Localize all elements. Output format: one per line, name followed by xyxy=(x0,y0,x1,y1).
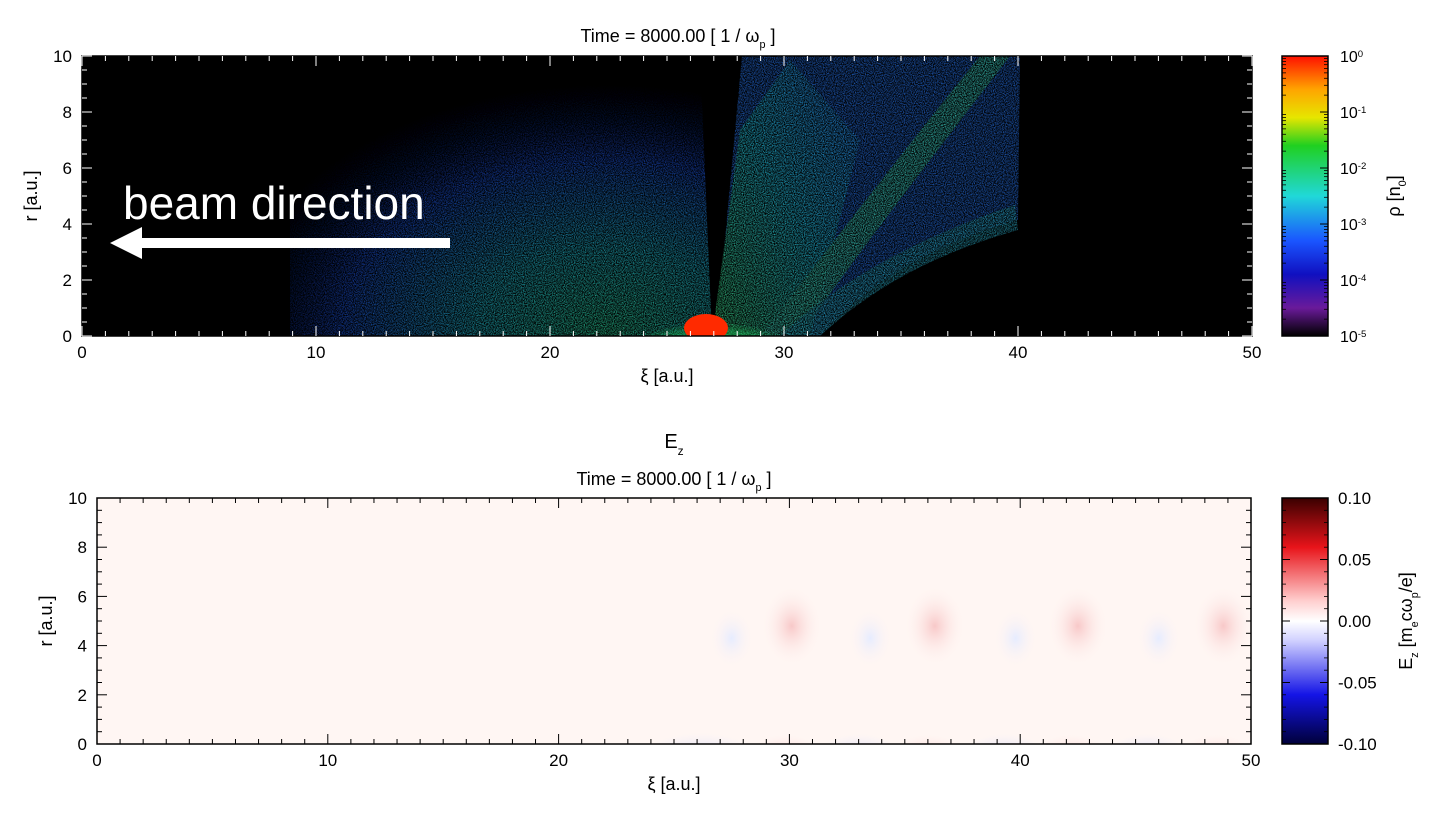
colorbar-tick-label: 100 xyxy=(1340,49,1363,67)
x-axis-label: ξ [a.u.] xyxy=(647,774,700,794)
y-tick-label: 8 xyxy=(63,103,72,122)
y-tick-label: 4 xyxy=(63,215,72,234)
y-tick-label: 10 xyxy=(53,47,72,66)
y-tick-label: 6 xyxy=(63,159,72,178)
y-tick-label: 10 xyxy=(68,489,87,508)
ez-faint-positive xyxy=(1047,585,1108,666)
beam-direction-arrow xyxy=(110,227,450,259)
x-tick-label: 20 xyxy=(541,343,560,362)
ez-field xyxy=(590,585,1251,744)
x-tick-label: 20 xyxy=(549,751,568,770)
ez-faint-positive xyxy=(761,585,822,666)
x-tick-label: 30 xyxy=(780,751,799,770)
colorbar-tick-label: 0.00 xyxy=(1338,612,1371,631)
ez-faint-positive xyxy=(1193,585,1251,666)
y-tick-label: 0 xyxy=(63,327,72,346)
colorbar-label: ρ [n0] xyxy=(1384,175,1409,216)
x-axis-label: ξ [a.u.] xyxy=(640,366,693,386)
density-time-label: Time = 8000.00 [ 1 / ωp ] xyxy=(580,26,775,51)
y-tick-label: 6 xyxy=(78,587,87,606)
x-tick-label: 10 xyxy=(318,751,337,770)
colorbar-tick-label: 0.10 xyxy=(1338,489,1371,508)
density-plot: 0 10 20 30 40 50 0 2 4 6 8 10 ξ [a.u.] r [a.u.] Time =… xyxy=(21,26,1409,386)
colorbar-tick-label: 10-5 xyxy=(1340,329,1366,347)
x-tick-label: 50 xyxy=(1242,751,1261,770)
y-tick-label: 2 xyxy=(63,271,72,290)
ez-positive-lobe xyxy=(714,649,855,744)
y-tick-label: 0 xyxy=(78,735,87,754)
colorbar-tick-label: -0.10 xyxy=(1338,735,1377,754)
y-axis-label: r [a.u.] xyxy=(36,595,56,646)
colorbar-label: Ez [mecωp/e] xyxy=(1396,572,1421,670)
ez-plot: 0 10 20 30 40 50 0 2 4 6 8 10 ξ [a.u.] r [a.u.] Ez Time… xyxy=(36,431,1421,794)
ez-title: Ez xyxy=(664,431,683,458)
ez-positive-lobe xyxy=(1000,649,1141,744)
ez-panel: 0 10 20 30 40 50 0 2 4 6 8 10 ξ [a.u.] r [a.u.] Ez Time… xyxy=(0,408,1432,816)
ez-positive-lobe xyxy=(1146,649,1251,744)
x-tick-label: 10 xyxy=(307,343,326,362)
y-axis-label: r [a.u.] xyxy=(21,170,41,221)
colorbar-tick-label: 10-3 xyxy=(1340,217,1366,235)
density-panel: 0 10 20 30 40 50 0 2 4 6 8 10 ξ [a.u.] r [a.u.] Time =… xyxy=(0,0,1432,400)
x-tick-label: 50 xyxy=(1243,343,1262,362)
density-colorbar xyxy=(1281,55,1329,337)
x-tick-label: 30 xyxy=(775,343,794,362)
y-tick-label: 4 xyxy=(78,637,87,656)
colorbar-tick-label: -0.05 xyxy=(1338,674,1377,693)
x-tick-label: 40 xyxy=(1009,343,1028,362)
x-tick-label: 40 xyxy=(1011,751,1030,770)
colorbar-tick-label: 10-4 xyxy=(1340,273,1367,291)
colorbar-tick-label: 0.05 xyxy=(1338,551,1371,570)
ez-faint-positive xyxy=(904,585,965,666)
y-tick-label: 2 xyxy=(78,686,87,705)
beam-direction-label: beam direction xyxy=(123,177,425,229)
density-field xyxy=(290,56,1020,336)
y-tick-label: 8 xyxy=(78,538,87,557)
colorbar-tick-label: 10-1 xyxy=(1340,105,1366,123)
x-tick-label: 0 xyxy=(92,751,101,770)
x-tick-label: 0 xyxy=(77,343,86,362)
ez-positive-lobe xyxy=(857,649,998,744)
colorbar-tick-label: 10-2 xyxy=(1340,161,1366,179)
ez-time-label: Time = 8000.00 [ 1 / ωp ] xyxy=(576,469,771,494)
